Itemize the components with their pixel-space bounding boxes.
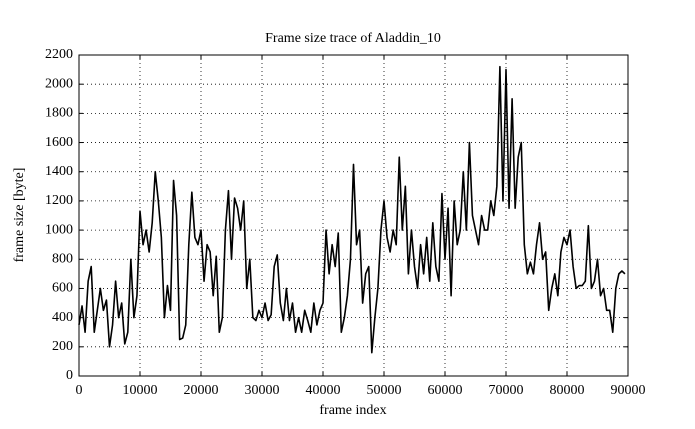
x-tick-label: 0	[76, 383, 83, 398]
y-tick-label: 1200	[45, 193, 73, 208]
data-line	[78, 65, 626, 354]
x-tick-label: 40000	[306, 383, 341, 398]
y-tick-label: 200	[52, 339, 73, 354]
y-tick-label: 2000	[45, 76, 73, 91]
x-tick-label: 50000	[367, 383, 402, 398]
x-tick-label: 80000	[550, 383, 585, 398]
y-tick-label: 800	[52, 251, 73, 266]
y-tick-label: 1600	[45, 135, 73, 150]
plot-frame	[78, 54, 629, 377]
x-tick-label: 90000	[611, 383, 646, 398]
y-tick-label: 2200	[45, 47, 73, 62]
y-tick-label: 0	[66, 368, 73, 383]
x-tick-label: 70000	[489, 383, 524, 398]
chart-title: Frame size trace of Aladdin_10	[265, 31, 441, 46]
y-axis-label: frame size [byte]	[12, 168, 27, 263]
y-tick-label: 1800	[45, 106, 73, 121]
y-tick-label: 600	[52, 281, 73, 296]
x-tick-label: 60000	[428, 383, 463, 398]
x-axis-label: frame index	[319, 403, 386, 418]
x-tick-label: 30000	[245, 383, 280, 398]
y-tick-label: 400	[52, 310, 73, 325]
y-tick-label: 1000	[45, 222, 73, 237]
y-tick-label: 1400	[45, 164, 73, 179]
x-tick-label: 20000	[184, 383, 219, 398]
x-tick-label: 10000	[123, 383, 158, 398]
